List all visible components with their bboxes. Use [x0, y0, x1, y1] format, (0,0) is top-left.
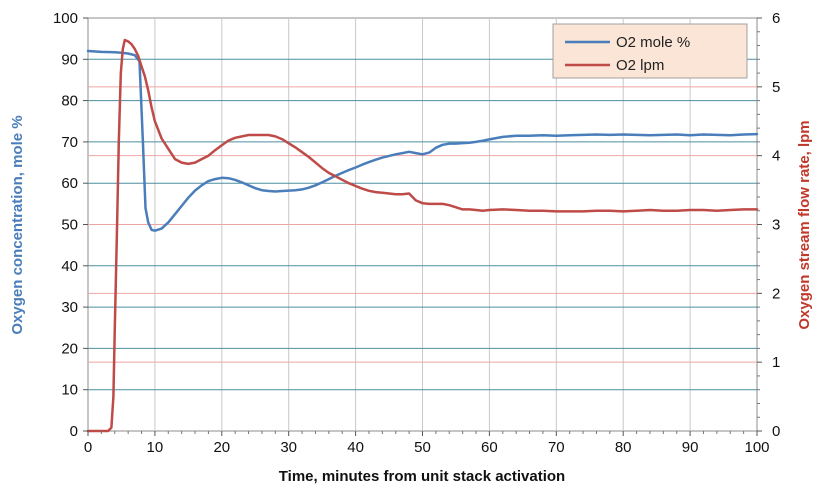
y-left-tick-label: 50: [61, 217, 78, 234]
y-left-tick-label: 80: [61, 93, 78, 110]
x-tick-label: 0: [84, 439, 92, 456]
legend-label-o2-lpm: O2 lpm: [616, 57, 664, 74]
y-axis-label-right: Oxygen stream flow rate, lpm: [796, 120, 813, 329]
x-tick-label: 80: [615, 439, 632, 456]
x-tick-label: 70: [548, 439, 565, 456]
series-line-o2-lpm: [86, 38, 759, 433]
legend-label-o2-mole: O2 mole %: [616, 34, 690, 51]
y-left-tick-label: 100: [53, 10, 78, 27]
y-left-tick-label: 70: [61, 134, 78, 151]
y-left-tick-label: 10: [61, 382, 78, 399]
y-left-tick-label: 90: [61, 51, 78, 68]
y-right-tick-label: 3: [772, 217, 780, 234]
y-right-tick-label: 2: [772, 285, 780, 302]
x-tick-label: 30: [280, 439, 297, 456]
x-tick-label: 50: [414, 439, 431, 456]
y-left-tick-label: 60: [61, 175, 78, 192]
y-right-tick-label: 5: [772, 79, 780, 96]
y-right-tick-label: 6: [772, 10, 780, 27]
legend-box: [552, 23, 748, 79]
x-tick-label: 60: [481, 439, 498, 456]
y-right-tick-label: 0: [772, 423, 780, 440]
x-axis-label: Time, minutes from unit stack activation: [279, 468, 565, 485]
y-right-tick-label: 1: [772, 354, 780, 371]
series-line-o2-mole: [86, 49, 759, 232]
y-left-tick-label: 20: [61, 340, 78, 357]
axes-layer: 0 10 20 30 40 50 60 70 80 90 100010203040506070809…: [53, 10, 780, 456]
y-left-tick-label: 40: [61, 258, 78, 275]
x-tick-label: 100: [744, 439, 769, 456]
x-tick-label: 40: [347, 439, 364, 456]
y-left-tick-label: 30: [61, 299, 78, 316]
y-axis-label-left: Oxygen concentration, mole %: [9, 115, 26, 334]
x-tick-label: 20: [213, 439, 230, 456]
series-layer: [86, 38, 759, 433]
y-left-tick-label: 0: [70, 423, 78, 440]
x-tick-label: 90: [682, 439, 699, 456]
x-tick-label: 10: [147, 439, 164, 456]
grid-layer: [87, 17, 758, 432]
legend: O2 mole % O2 lpm: [552, 23, 748, 79]
y-right-tick-label: 4: [772, 148, 780, 165]
